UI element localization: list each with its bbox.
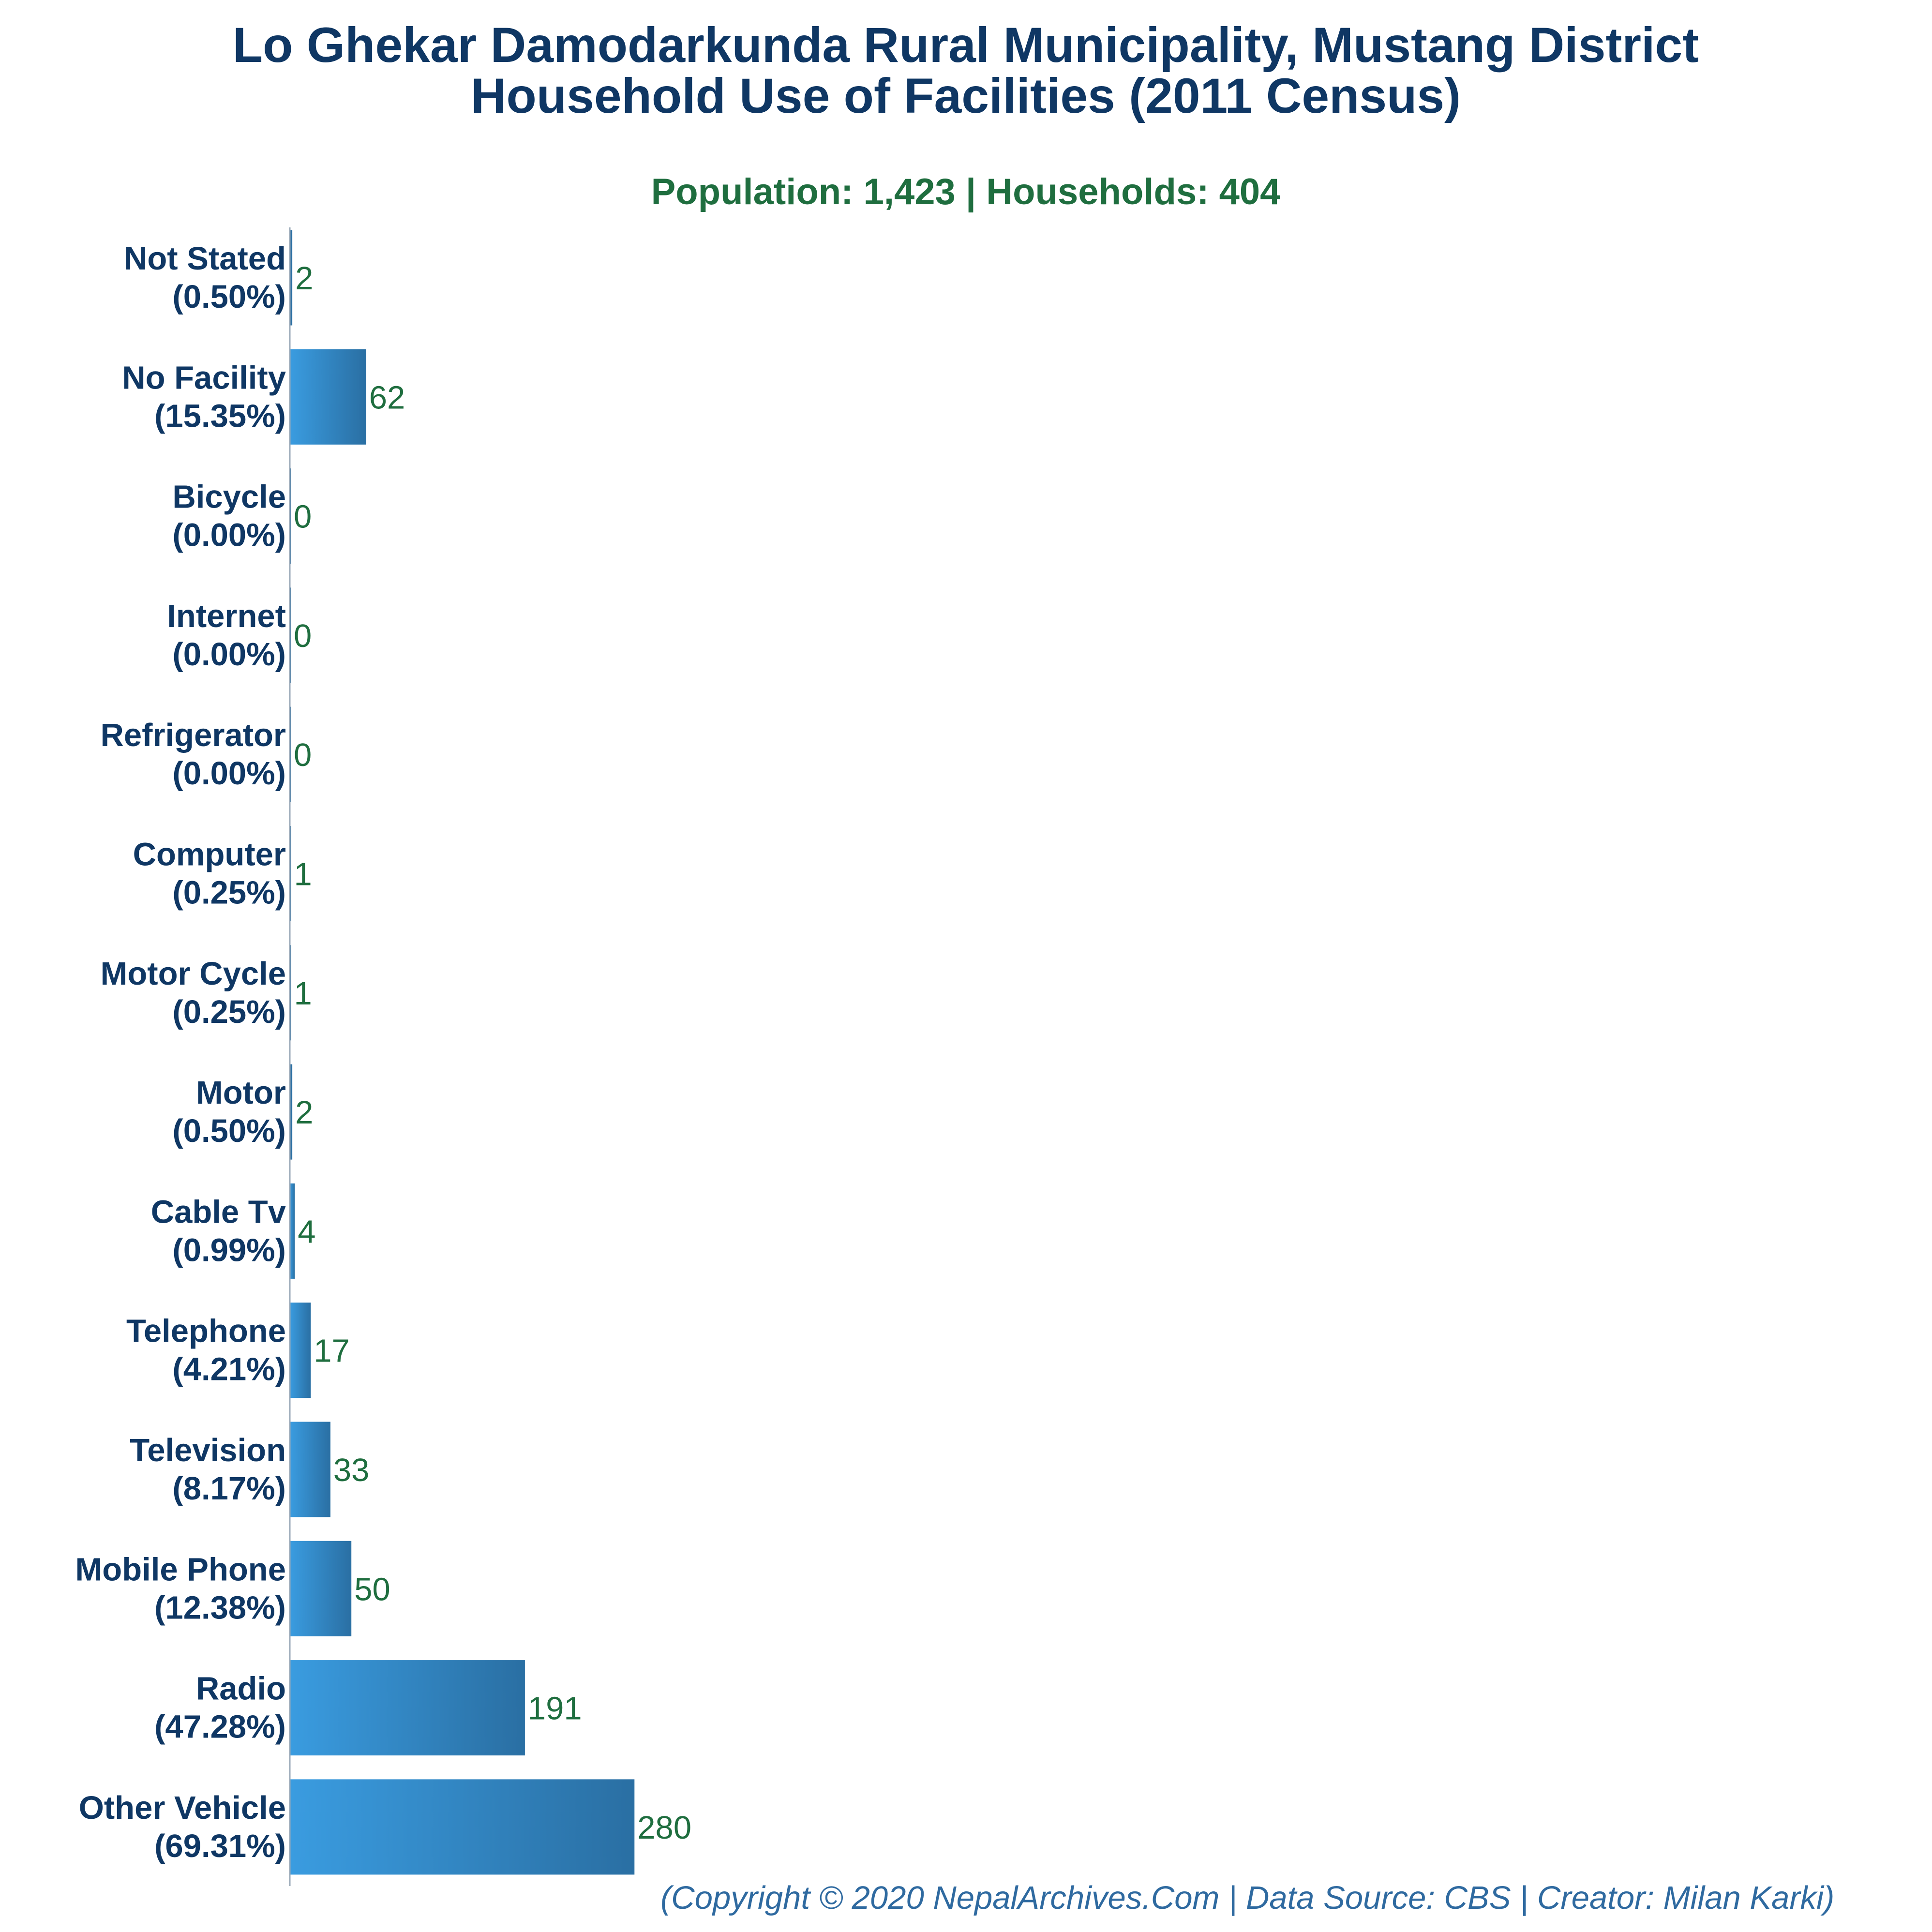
chart-title-line1: Lo Ghekar Damodarkunda Rural Municipalit…: [233, 17, 1699, 73]
category-label: Motor: [196, 1075, 286, 1111]
category-label: Refrigerator: [101, 717, 286, 753]
category-percent-label: (0.50%): [172, 1113, 286, 1149]
bar-telephone: [290, 1303, 311, 1398]
category-label: Telephone: [126, 1313, 286, 1349]
category-label: Computer: [133, 837, 286, 873]
category-label: Internet: [167, 598, 286, 634]
value-label: 2: [295, 1094, 313, 1131]
value-label: 280: [637, 1810, 691, 1846]
category-percent-label: (0.00%): [172, 755, 286, 792]
value-label: 1: [294, 856, 312, 893]
bar-not-stated: [290, 230, 293, 326]
category-label: No Facility: [122, 359, 286, 396]
bar-television: [290, 1422, 330, 1517]
category-percent-label: (47.28%): [154, 1709, 286, 1745]
bar-mobile-phone: [290, 1541, 352, 1636]
category-label: Cable Tv: [151, 1194, 286, 1230]
bar-motor: [290, 1064, 293, 1160]
category-percent-label: (4.21%): [172, 1351, 286, 1388]
category-percent-label: (0.50%): [172, 279, 286, 315]
category-label: Television: [130, 1432, 286, 1468]
bars-group: Not Stated(0.50%)2No Facility(15.35%)62B…: [75, 230, 691, 1875]
chart-title-line2: Household Use of Facilities (2011 Census…: [471, 68, 1461, 123]
category-percent-label: (0.25%): [172, 875, 286, 911]
category-label: Not Stated: [124, 240, 286, 277]
bar-cable-tv: [290, 1183, 295, 1279]
value-label: 0: [294, 737, 312, 773]
category-percent-label: (12.38%): [154, 1589, 286, 1626]
value-label: 62: [369, 379, 405, 416]
chart-subtitle: Population: 1,423 | Households: 404: [651, 171, 1281, 213]
value-label: 0: [294, 499, 312, 535]
category-label: Motor Cycle: [101, 956, 286, 992]
category-percent-label: (0.00%): [172, 517, 286, 554]
value-label: 0: [294, 618, 312, 654]
category-percent-label: (0.25%): [172, 994, 286, 1030]
value-label: 4: [298, 1213, 315, 1250]
category-label: Bicycle: [172, 479, 286, 515]
category-percent-label: (8.17%): [172, 1470, 286, 1507]
category-label: Radio: [196, 1671, 286, 1707]
value-label: 50: [354, 1571, 390, 1607]
value-label: 33: [333, 1452, 370, 1488]
category-percent-label: (0.00%): [172, 636, 286, 673]
value-label: 1: [294, 975, 312, 1012]
category-percent-label: (15.35%): [154, 398, 286, 434]
category-label: Mobile Phone: [75, 1551, 286, 1588]
bar-no-facility: [290, 349, 366, 445]
bar-other-vehicle: [290, 1779, 635, 1875]
value-label: 191: [528, 1691, 582, 1727]
category-percent-label: (0.99%): [172, 1232, 286, 1268]
bar-radio: [290, 1660, 525, 1756]
category-percent-label: (69.31%): [154, 1828, 286, 1864]
chart-footer: (Copyright © 2020 NepalArchives.Com | Da…: [660, 1880, 1834, 1917]
value-label: 17: [314, 1333, 350, 1369]
value-label: 2: [295, 260, 313, 297]
category-label: Other Vehicle: [79, 1790, 286, 1826]
